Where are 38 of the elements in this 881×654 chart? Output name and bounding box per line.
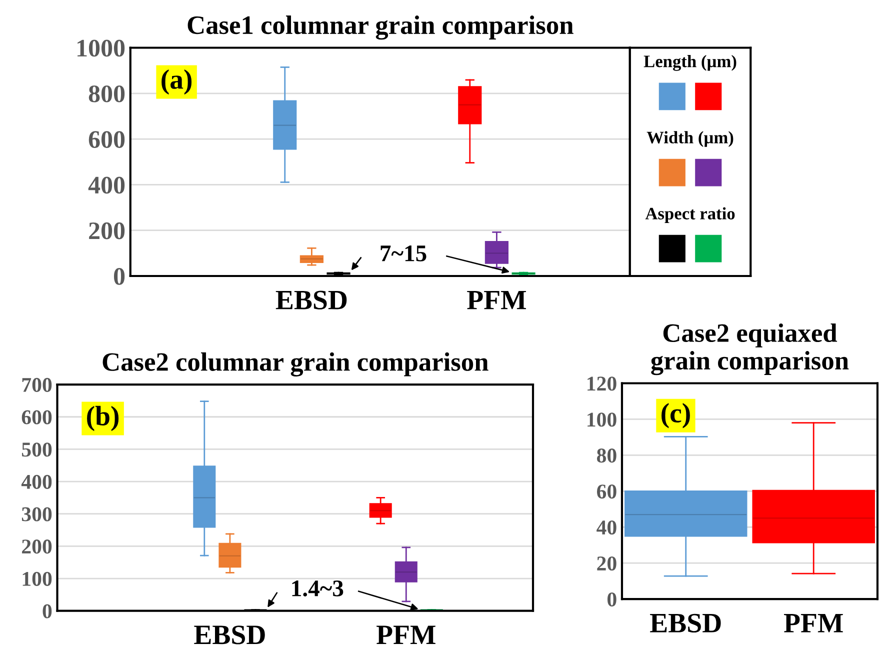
- y-tick-label: 500: [22, 442, 52, 457]
- text: Width (µm): [646, 131, 734, 147]
- annotation: (b): [87, 406, 119, 432]
- y-tick-label: 200: [89, 222, 125, 240]
- chart-title: Case1 columnar grain comparison: [188, 16, 574, 40]
- y-tick-label: 0: [608, 592, 616, 606]
- annotation: 1.4~3: [292, 580, 344, 596]
- y-tick-label: 600: [22, 410, 52, 424]
- x-tick-label: PFM: [376, 626, 436, 644]
- y-tick-label: 700: [22, 378, 52, 392]
- y-tick-label: 200: [22, 540, 52, 554]
- y-tick-label: 80: [596, 448, 616, 463]
- y-tick-label: 800: [88, 85, 125, 102]
- annotation: (c): [662, 403, 690, 428]
- x-tick-label: EBSD: [276, 290, 347, 310]
- x-tick-label: EBSD: [650, 614, 721, 632]
- y-tick-label: 400: [88, 176, 125, 194]
- y-tick-label: 60: [597, 484, 616, 499]
- x-tick-label: PFM: [467, 290, 526, 310]
- y-tick-label: 100: [22, 572, 52, 586]
- x-tick-label: EBSD: [194, 626, 265, 644]
- x-tick-label: PFM: [784, 614, 843, 632]
- chart-title: Case2 columnar grain comparison: [102, 352, 488, 376]
- annotation: (a): [162, 69, 192, 95]
- y-tick-label: 100: [588, 412, 616, 427]
- y-tick-label: 400: [21, 474, 52, 489]
- y-tick-label: 40: [596, 520, 616, 535]
- y-tick-label: 300: [22, 507, 52, 522]
- y-tick-label: 600: [88, 131, 125, 148]
- y-tick-label: 0: [42, 604, 52, 618]
- y-tick-label: 0: [114, 268, 125, 285]
- text: Length (µm): [644, 55, 736, 71]
- text: Aspect ratio: [645, 207, 735, 223]
- chart-title: Case2 equiaxed grain comparison: [651, 323, 849, 376]
- y-tick-label: 20: [597, 556, 616, 571]
- annotation: 7~15: [380, 246, 426, 262]
- y-tick-label: 1000: [78, 40, 125, 57]
- y-tick-label: 120: [588, 376, 616, 391]
